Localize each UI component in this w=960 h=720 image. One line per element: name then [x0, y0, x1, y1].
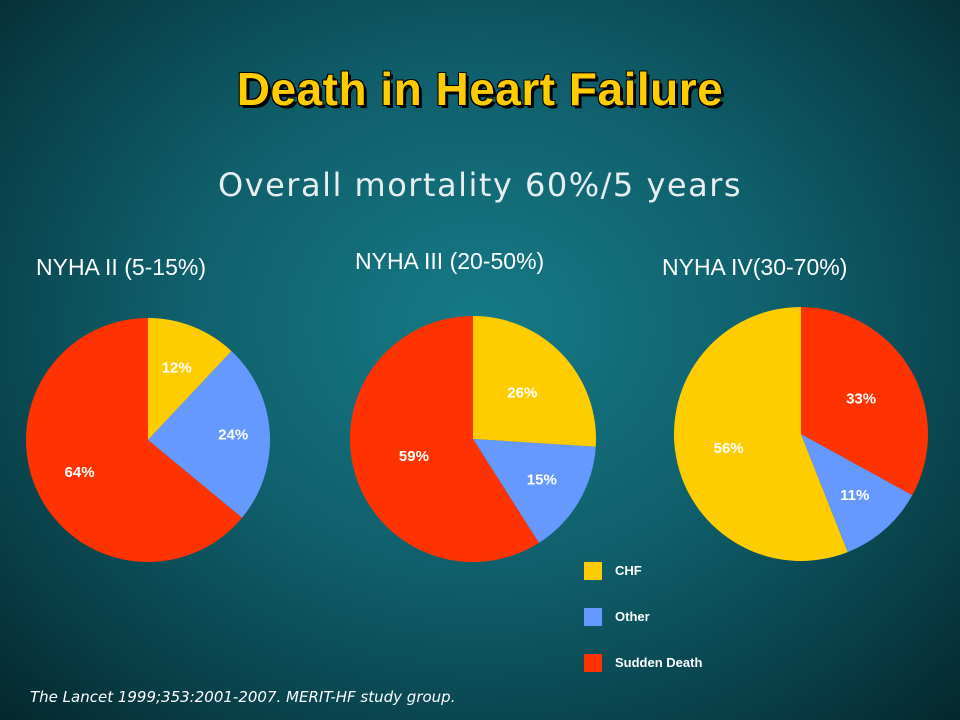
- legend-label-chf: CHF: [615, 563, 642, 578]
- slide-subtitle: Overall mortality 60%/5 years: [217, 166, 743, 204]
- slide-title: Death in Heart Failure: [236, 63, 724, 115]
- legend-item-sudden-death: Sudden Death: [584, 654, 784, 674]
- pie-title-nyha-ii: NYHA II (5-15%): [36, 254, 206, 280]
- pie-0-label-sudden-death: 64%: [65, 464, 95, 481]
- pie-1-slice-other: [473, 439, 596, 543]
- legend-item-chf: CHF: [584, 562, 784, 582]
- pie-0-label-chf: 12%: [162, 359, 192, 376]
- legend-item-other: Other: [584, 608, 784, 628]
- pie-2-slice-sudden-death: [801, 307, 929, 496]
- pie-2-label-sudden-death: 33%: [846, 390, 876, 407]
- pie-1-label-other: 15%: [527, 472, 557, 489]
- pie-0-slice-chf: [148, 318, 232, 440]
- pie-0-slice-other: [148, 351, 270, 518]
- pie-1-slice-chf: [473, 316, 596, 447]
- pie-1-label-sudden-death: 59%: [399, 448, 429, 465]
- pie-2: 56% 11% 33%: [674, 307, 929, 562]
- legend-label-sudden-death: Sudden Death: [615, 655, 703, 670]
- pie-2-slice-other: [801, 434, 913, 553]
- pie-1-label-chf: 26%: [507, 385, 537, 402]
- pie-title-nyha-iii: NYHA III (20-50%): [355, 248, 545, 274]
- pie-2-label-chf: 56%: [714, 440, 744, 457]
- pie-0-label-other: 24%: [218, 427, 248, 444]
- pie-1-slice-sudden-death: [349, 316, 539, 562]
- legend-swatch-sudden-death: [584, 654, 602, 672]
- pie-1: 26% 15% 59%: [349, 316, 596, 562]
- legend-swatch-chf: [584, 562, 602, 580]
- pie-2-slice-chf: [674, 307, 848, 562]
- citation: The Lancet 1999;353:2001-2007. MERIT-HF …: [30, 688, 456, 706]
- pie-title-nyha-iv: NYHA IV(30-70%): [662, 254, 848, 280]
- pie-0: 12% 24% 64%: [25, 318, 270, 562]
- pie-2-label-other: 11%: [840, 487, 869, 504]
- pie-0-slice-sudden-death: [25, 318, 243, 562]
- legend-swatch-other: [584, 608, 602, 626]
- legend-label-other: Other: [615, 609, 650, 624]
